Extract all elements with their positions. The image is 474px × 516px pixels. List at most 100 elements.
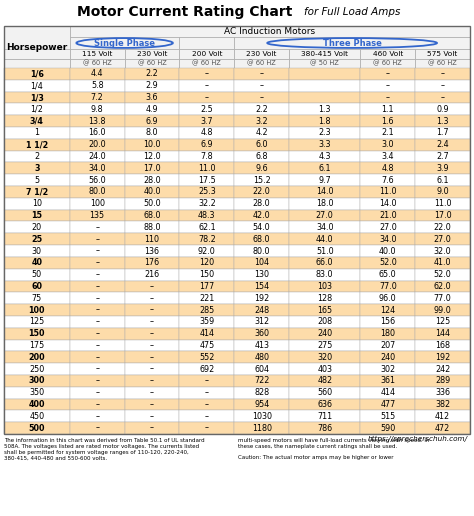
Text: –: – [205,400,209,409]
Bar [234,127,289,139]
Text: Horsepower: Horsepower [6,42,67,52]
Bar [234,221,289,233]
Text: 200: 200 [28,353,45,362]
Bar [360,127,415,139]
Bar [125,233,180,245]
Bar [360,304,415,316]
Bar [125,209,180,221]
Bar [360,375,415,387]
Text: @ 60 HZ: @ 60 HZ [428,60,457,67]
Text: 150: 150 [199,270,214,279]
Text: 360: 360 [254,329,269,338]
Bar [125,375,180,387]
Text: 240: 240 [317,329,332,338]
Text: 6.9: 6.9 [146,117,158,125]
Text: 100: 100 [28,305,45,315]
Bar [360,221,415,233]
Bar [180,398,234,410]
Bar [4,233,70,245]
Bar [180,186,234,198]
Bar [4,103,70,115]
Bar [234,387,289,398]
Text: 382: 382 [435,400,450,409]
Text: 11.0: 11.0 [198,164,216,173]
Text: –: – [150,400,154,409]
Text: 207: 207 [380,341,395,350]
Text: 208: 208 [317,317,332,326]
Bar [289,422,360,434]
Text: 77.0: 77.0 [434,294,451,303]
Text: 9.6: 9.6 [255,164,268,173]
Bar [360,233,415,245]
Text: 40.0: 40.0 [143,187,161,197]
Text: 472: 472 [435,424,450,432]
Text: 176: 176 [145,259,160,267]
Bar [180,304,234,316]
Text: 1/4: 1/4 [30,81,43,90]
Bar [180,363,234,375]
Text: 50: 50 [32,270,42,279]
Bar [125,245,180,257]
Bar [125,59,180,68]
Bar [234,68,289,80]
Text: –: – [95,305,99,315]
Text: 11.0: 11.0 [379,187,397,197]
Bar [70,387,125,398]
Text: 3.9: 3.9 [436,164,449,173]
Text: for Full Load Amps: for Full Load Amps [304,7,401,17]
Bar [360,281,415,293]
Bar [289,80,360,92]
Text: 10: 10 [32,199,42,208]
Bar [415,410,470,422]
Text: –: – [95,424,99,432]
Text: –: – [95,376,99,385]
Text: –: – [95,235,99,244]
Bar [125,127,180,139]
Bar [125,186,180,198]
Bar [180,351,234,363]
Bar [125,281,180,293]
Text: 828: 828 [254,388,269,397]
Text: 25.3: 25.3 [198,187,216,197]
Text: 1.3: 1.3 [437,117,449,125]
Bar [360,340,415,351]
Bar [415,328,470,340]
Bar [360,80,415,92]
Bar [180,281,234,293]
Text: @ 60 HZ: @ 60 HZ [192,60,221,67]
Bar [125,198,180,209]
Bar [180,375,234,387]
Bar [180,59,234,68]
Bar [289,257,360,269]
Bar [289,59,360,68]
Text: 248: 248 [254,305,269,315]
Bar [415,80,470,92]
Bar [415,115,470,127]
Text: 96.0: 96.0 [379,294,397,303]
Text: 240: 240 [380,353,395,362]
Bar [70,340,125,351]
Bar [180,269,234,281]
Text: 4.8: 4.8 [201,128,213,137]
Text: 1 1/2: 1 1/2 [26,140,48,149]
Text: 40.0: 40.0 [379,247,397,255]
Bar [4,115,70,127]
Text: 1/6: 1/6 [30,70,44,78]
Bar [360,174,415,186]
Bar [234,186,289,198]
Bar [415,269,470,281]
Text: 175: 175 [29,341,45,350]
Bar [180,316,234,328]
Text: 6.0: 6.0 [255,140,268,149]
Text: –: – [95,317,99,326]
Text: –: – [150,353,154,362]
Text: 12.0: 12.0 [143,152,161,161]
Text: @ 50 HZ: @ 50 HZ [310,60,339,67]
Bar [234,92,289,103]
Text: 15.2: 15.2 [253,175,271,185]
Text: 83.0: 83.0 [316,270,334,279]
Bar [4,139,70,151]
Text: 692: 692 [199,365,214,374]
Bar [180,163,234,174]
Text: 7 1/2: 7 1/2 [26,187,48,197]
